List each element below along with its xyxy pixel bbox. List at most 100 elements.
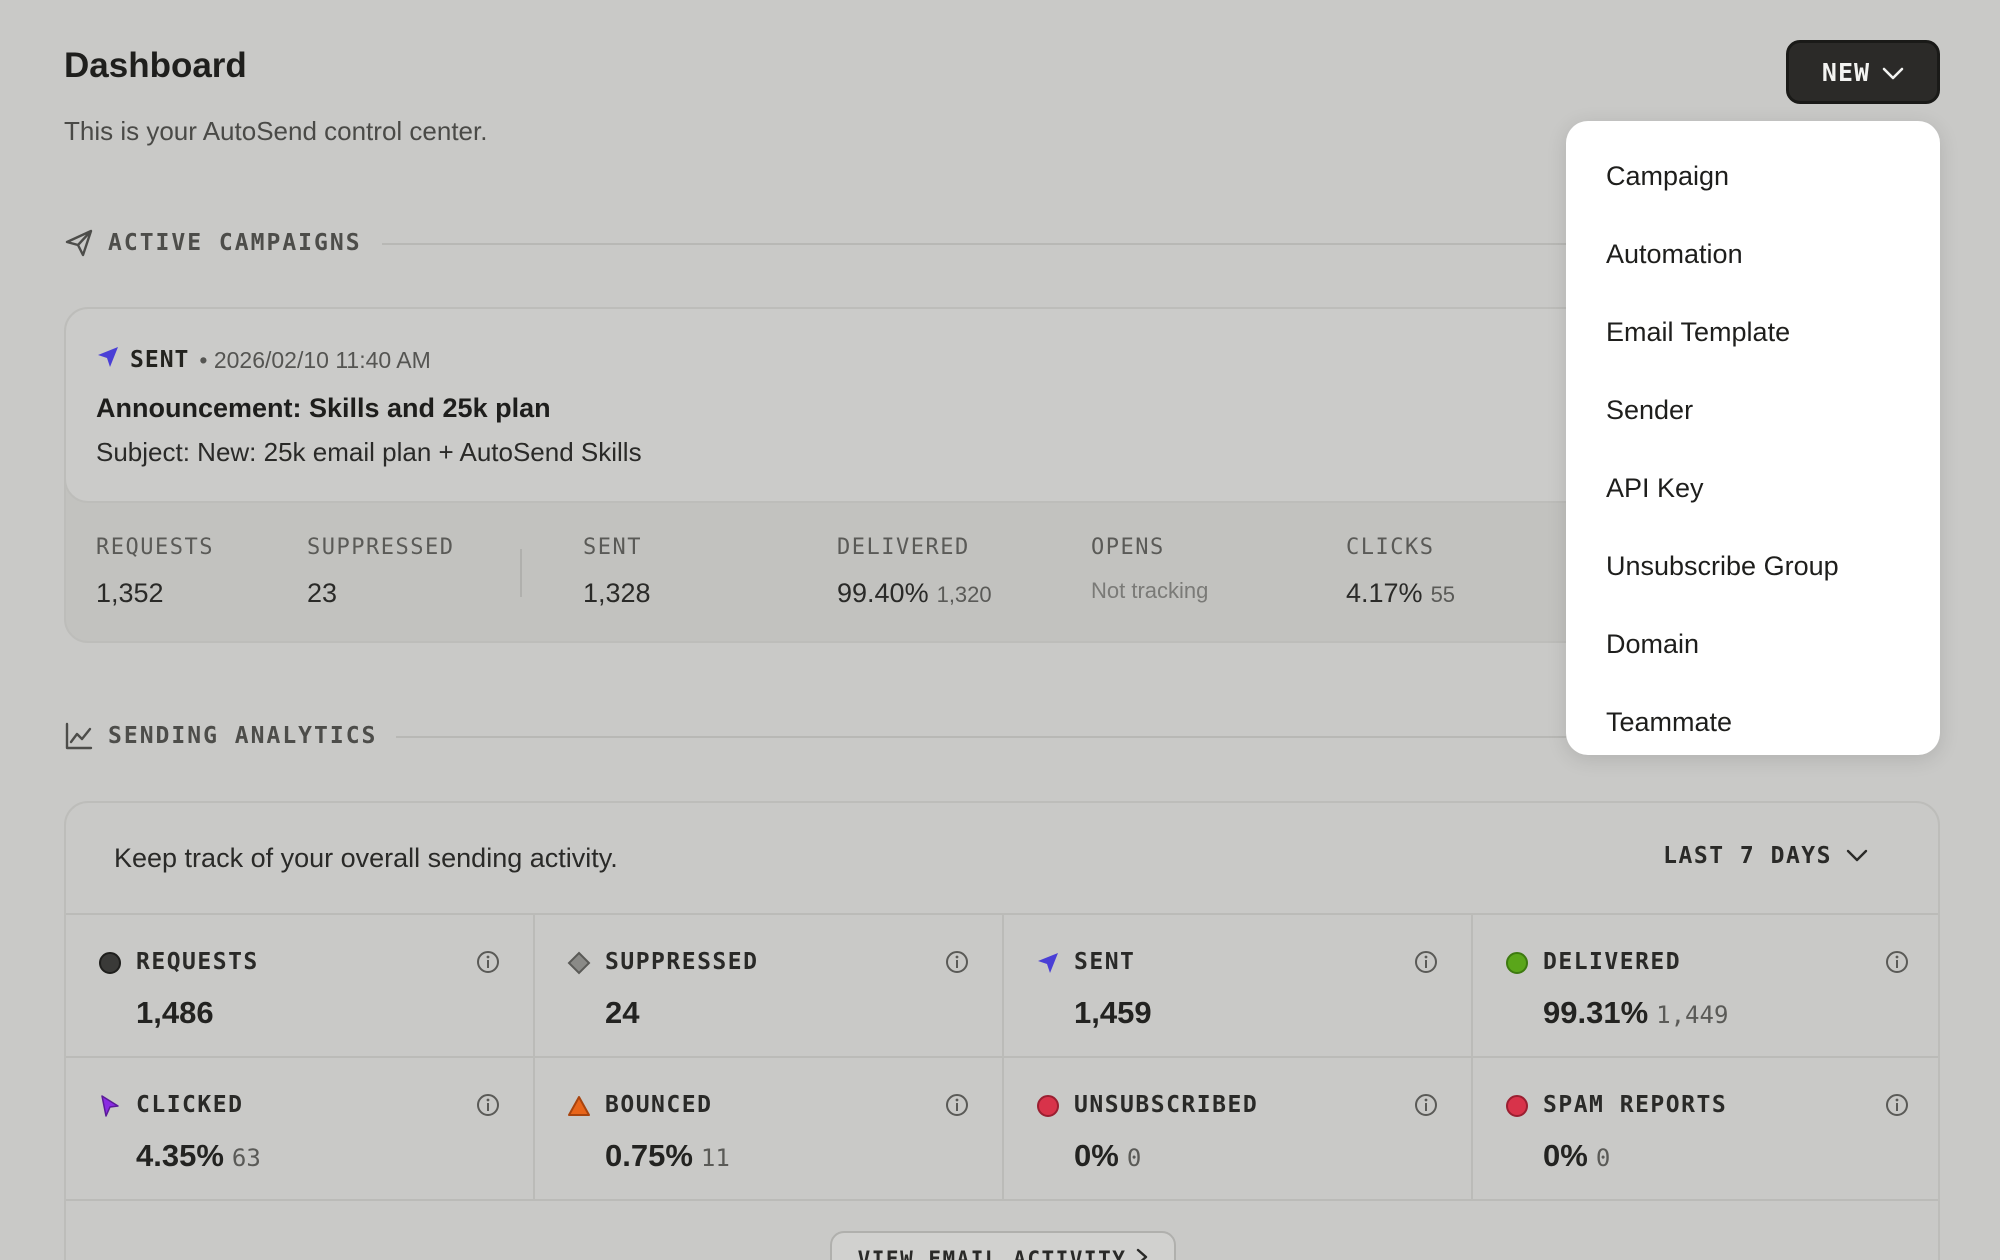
stat-value: 23 xyxy=(307,578,338,608)
section-label: SENDING ANALYTICS xyxy=(108,723,378,749)
metric-label: CLICKED xyxy=(136,1092,244,1118)
new-dropdown-menu: Campaign Automation Email Template Sende… xyxy=(1566,121,1940,755)
metric-sub-value: 0 xyxy=(1126,1144,1142,1172)
metric-label: SUPPRESSED xyxy=(605,949,759,975)
stat-requests: REQUESTS 1,352 xyxy=(96,535,214,609)
info-icon[interactable] xyxy=(1413,949,1439,975)
status-badge: SENT xyxy=(130,347,190,373)
menu-item-sender[interactable]: Sender xyxy=(1606,394,1694,425)
metric-value: 1,486 xyxy=(136,995,214,1030)
info-icon[interactable] xyxy=(1884,1092,1910,1118)
button-label: VIEW EMAIL ACTIVITY xyxy=(857,1247,1127,1260)
red-circle-icon xyxy=(1505,1094,1529,1118)
metric-sub-value: 11 xyxy=(700,1144,730,1172)
metric-label: SENT xyxy=(1074,949,1136,975)
stat-delivered: DELIVERED 99.40% 1,320 xyxy=(837,535,992,609)
divider xyxy=(520,549,522,597)
dark-circle-icon xyxy=(98,951,122,975)
metric-unsubscribed: UNSUBSCRIBED 0% 0 xyxy=(1004,1058,1473,1199)
view-email-activity-button[interactable]: VIEW EMAIL ACTIVITY xyxy=(830,1231,1176,1260)
analytics-description: Keep track of your overall sending activ… xyxy=(114,843,618,873)
info-icon[interactable] xyxy=(1884,949,1910,975)
metric-delivered: DELIVERED 99.31% 1,449 xyxy=(1473,915,1938,1056)
metrics-row: REQUESTS 1,486 SUPPRESSED 24 SENT 1,459 … xyxy=(66,913,1938,1056)
stat-label: OPENS xyxy=(1091,535,1165,560)
metric-value: 1,459 xyxy=(1074,995,1152,1030)
campaign-name: Announcement: Skills and 25k plan xyxy=(96,393,551,423)
gray-diamond-icon xyxy=(567,951,591,975)
menu-item-domain[interactable]: Domain xyxy=(1606,628,1700,659)
new-button[interactable]: NEW xyxy=(1786,40,1940,104)
stat-suppressed: SUPPRESSED 23 xyxy=(307,535,454,609)
stat-value: 4.17% xyxy=(1346,578,1423,608)
menu-item-campaign[interactable]: Campaign xyxy=(1606,160,1730,191)
stat-label: SENT xyxy=(583,535,642,560)
stat-label: DELIVERED xyxy=(837,535,970,560)
metric-sub-value: 0 xyxy=(1595,1144,1611,1172)
metrics-grid: REQUESTS 1,486 SUPPRESSED 24 SENT 1,459 … xyxy=(66,913,1938,1260)
metric-spam-reports: SPAM REPORTS 0% 0 xyxy=(1473,1058,1938,1199)
stat-clicks: CLICKS 4.17% 55 xyxy=(1346,535,1455,609)
campaign-summary: SENT • 2026/02/10 11:40 AM Announcement:… xyxy=(66,309,1938,503)
new-button-label: NEW xyxy=(1821,57,1871,87)
info-icon[interactable] xyxy=(944,949,970,975)
page-title: Dashboard xyxy=(64,46,247,85)
metric-sub-value: 63 xyxy=(231,1144,261,1172)
cursor-icon xyxy=(98,1094,122,1118)
info-icon[interactable] xyxy=(944,1092,970,1118)
section-label: ACTIVE CAMPAIGNS xyxy=(108,230,362,256)
menu-item-unsubscribe-group[interactable]: Unsubscribe Group xyxy=(1606,550,1839,581)
date-range-select[interactable]: LAST 7 DAYS xyxy=(1663,843,1868,869)
stat-value: 1,328 xyxy=(583,578,651,608)
metric-value: 0% xyxy=(1543,1138,1588,1173)
menu-item-email-template[interactable]: Email Template xyxy=(1606,316,1791,347)
stat-label: CLICKS xyxy=(1346,535,1435,560)
divider xyxy=(382,243,1940,245)
red-circle-icon xyxy=(1036,1094,1060,1118)
metric-sent: SENT 1,459 xyxy=(1004,915,1473,1056)
chevron-right-icon xyxy=(1136,1247,1148,1260)
active-campaigns-header: ACTIVE CAMPAIGNS xyxy=(64,228,362,258)
metric-label: REQUESTS xyxy=(136,949,259,975)
chevron-down-icon xyxy=(1846,843,1868,869)
metric-value: 0.75% xyxy=(605,1138,693,1173)
stat-sub-value: 55 xyxy=(1430,582,1456,607)
campaign-date: • 2026/02/10 11:40 AM xyxy=(199,346,431,373)
metric-value-row: 4.35% 63 xyxy=(136,1138,261,1174)
stat-label: REQUESTS xyxy=(96,535,214,560)
paper-plane-icon xyxy=(96,345,120,375)
orange-triangle-icon xyxy=(567,1094,591,1118)
metric-value-row: 0.75% 11 xyxy=(605,1138,730,1174)
line-chart-icon xyxy=(64,721,94,751)
info-icon[interactable] xyxy=(1413,1092,1439,1118)
paper-plane-icon xyxy=(64,228,94,258)
page-subtitle: This is your AutoSend control center. xyxy=(64,116,488,146)
metric-requests: REQUESTS 1,486 xyxy=(66,915,535,1056)
divider xyxy=(396,736,1940,738)
stat-value: Not tracking xyxy=(1091,578,1209,603)
metric-value: 24 xyxy=(605,995,640,1030)
metric-label: UNSUBSCRIBED xyxy=(1074,1092,1259,1118)
metric-value-row: 99.31% 1,449 xyxy=(1543,995,1728,1031)
metric-bounced: BOUNCED 0.75% 11 xyxy=(535,1058,1004,1199)
menu-item-api-key[interactable]: API Key xyxy=(1606,472,1704,503)
metric-value: 4.35% xyxy=(136,1138,224,1173)
metric-label: DELIVERED xyxy=(1543,949,1682,975)
stat-value: 99.40% xyxy=(837,578,929,608)
metric-sub-value: 1,449 xyxy=(1656,1001,1729,1029)
stat-opens: OPENS Not tracking xyxy=(1091,535,1208,604)
info-icon[interactable] xyxy=(475,949,501,975)
sending-analytics-header: SENDING ANALYTICS xyxy=(64,721,377,751)
metric-value: 99.31% xyxy=(1543,995,1649,1030)
stat-value: 1,352 xyxy=(96,578,164,608)
campaign-subject: Subject: New: 25k email plan + AutoSend … xyxy=(96,437,642,467)
stat-value-row: 99.40% 1,320 xyxy=(837,578,992,609)
metric-value: 0% xyxy=(1074,1138,1119,1173)
stat-value-row: 4.17% 55 xyxy=(1346,578,1455,609)
menu-item-teammate[interactable]: Teammate xyxy=(1606,706,1733,737)
stat-sent: SENT 1,328 xyxy=(583,535,651,609)
metric-clicked: CLICKED 4.35% 63 xyxy=(66,1058,535,1199)
menu-item-automation[interactable]: Automation xyxy=(1606,238,1743,269)
info-icon[interactable] xyxy=(475,1092,501,1118)
stat-label: SUPPRESSED xyxy=(307,535,455,560)
